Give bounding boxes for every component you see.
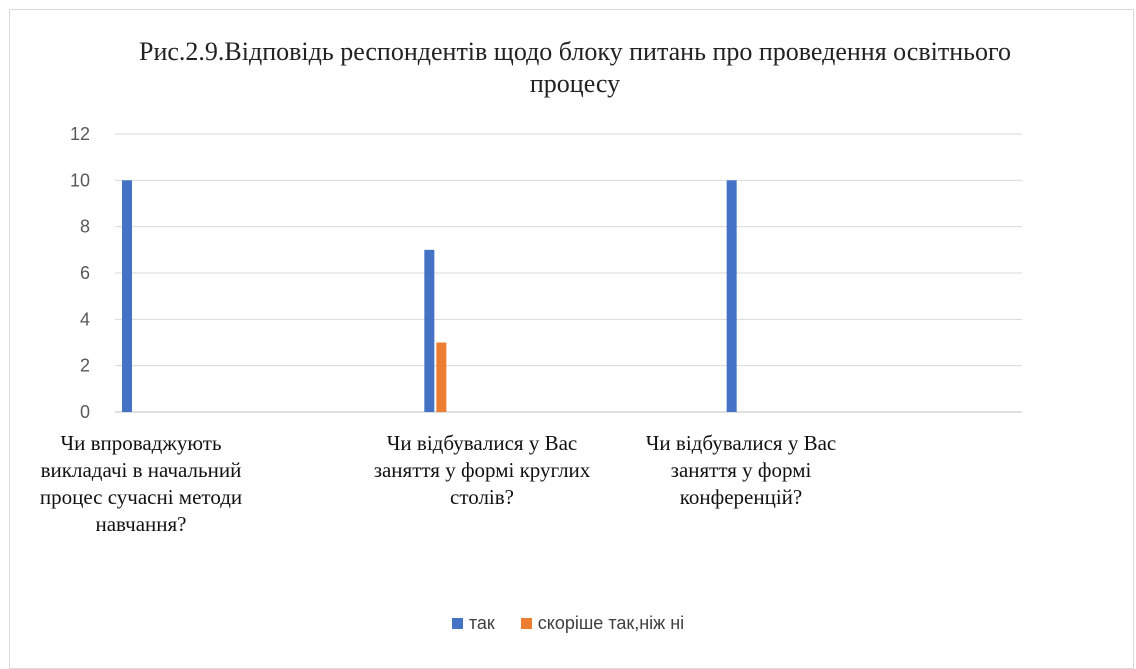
legend-item-tak: так [451, 613, 495, 634]
y-tick-label: 10 [70, 170, 90, 190]
y-tick-label: 0 [80, 402, 90, 422]
y-tick-label: 2 [80, 356, 90, 376]
chart-legend: так скоріше так,ніж ні [0, 613, 1136, 634]
legend-label-tak: так [468, 613, 495, 633]
y-tick-label: 8 [80, 217, 90, 237]
legend-swatch-skorishe [520, 618, 532, 629]
legend-swatch-tak [451, 618, 463, 629]
y-tick-label: 6 [80, 263, 90, 283]
y-tick-label: 4 [80, 309, 90, 329]
legend-item-skorishe: скоріше так,ніж ні [520, 613, 685, 634]
legend-label-skorishe: скоріше так,ніж ні [537, 613, 685, 633]
bar-tak-2 [726, 180, 737, 412]
chart-title: Рис.2.9.Відповідь респондентів щодо блок… [139, 37, 1011, 98]
bar-tak-1 [424, 249, 435, 412]
bar-skorishe-1 [436, 342, 447, 412]
chart-frame [9, 9, 1134, 669]
x-category-label: Чи впроваджують викладачі в начальний пр… [39, 431, 243, 536]
x-category-label: Чи відбувалися у Вас заняття у формі кру… [373, 431, 591, 509]
x-category-label: Чи відбувалися у Вас заняття у формі кон… [645, 431, 837, 509]
bar-tak-0 [122, 180, 132, 412]
y-tick-label: 12 [70, 124, 90, 144]
